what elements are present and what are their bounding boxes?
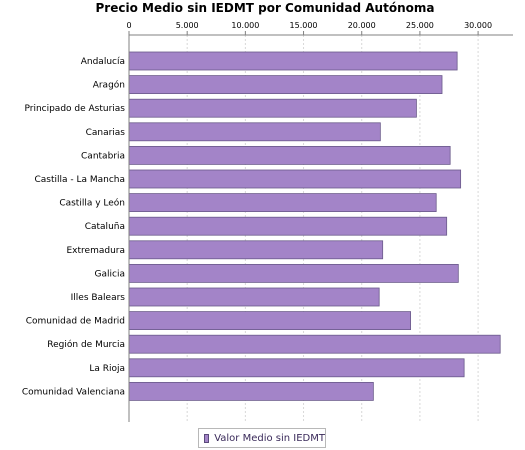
legend: Valor Medio sin IEDMT bbox=[198, 428, 326, 448]
category-label: Andalucía bbox=[81, 57, 125, 67]
category-label: Canarias bbox=[86, 128, 126, 138]
x-tick-label: 5.000 bbox=[176, 21, 199, 30]
bar bbox=[128, 240, 384, 260]
category-label: Castilla - La Mancha bbox=[34, 175, 125, 185]
x-tick-label: 30.000 bbox=[464, 21, 492, 30]
category-label: Aragón bbox=[93, 80, 125, 91]
bar bbox=[128, 311, 412, 331]
bar bbox=[128, 98, 417, 118]
bar bbox=[128, 216, 448, 236]
category-label: Comunidad Valenciana bbox=[22, 387, 125, 397]
category-label: Cataluña bbox=[85, 222, 125, 232]
bar bbox=[128, 263, 459, 283]
bars bbox=[128, 51, 501, 401]
bar bbox=[128, 169, 462, 189]
bar bbox=[128, 381, 374, 401]
x-tick-label: 10.000 bbox=[231, 21, 259, 30]
category-label: Comunidad de Madrid bbox=[26, 317, 125, 327]
bar bbox=[128, 334, 501, 354]
category-label: Illes Balears bbox=[71, 293, 126, 303]
x-tick-label: 20.000 bbox=[348, 21, 376, 30]
bar bbox=[128, 51, 458, 71]
x-tick-label: 0 bbox=[126, 21, 131, 30]
category-label: Cantabria bbox=[81, 151, 125, 161]
chart-title: Precio Medio sin IEDMT por Comunidad Aut… bbox=[96, 1, 435, 15]
category-label: Región de Murcia bbox=[47, 339, 125, 350]
legend-label: Valor Medio sin IEDMT bbox=[214, 432, 325, 444]
category-label: Principado de Asturias bbox=[24, 104, 125, 114]
category-label: Castilla y León bbox=[59, 198, 125, 209]
x-axis-ticks: 0 5.000 10.000 15.000 20.000 25.000 30.000 bbox=[126, 21, 492, 35]
bar bbox=[128, 193, 437, 213]
x-tick-label: 25.000 bbox=[406, 21, 434, 30]
legend-swatch bbox=[204, 433, 210, 443]
category-label: Galicia bbox=[95, 269, 125, 279]
bar bbox=[128, 145, 451, 165]
category-labels: Andalucía Aragón Principado de Asturias Can… bbox=[22, 57, 125, 397]
bar bbox=[128, 75, 443, 94]
category-label: Extremadura bbox=[67, 246, 126, 256]
x-tick-label: 15.000 bbox=[290, 21, 318, 30]
bar bbox=[128, 122, 381, 142]
bar bbox=[128, 358, 465, 378]
bar bbox=[128, 287, 380, 307]
category-label: La Rioja bbox=[89, 364, 125, 374]
